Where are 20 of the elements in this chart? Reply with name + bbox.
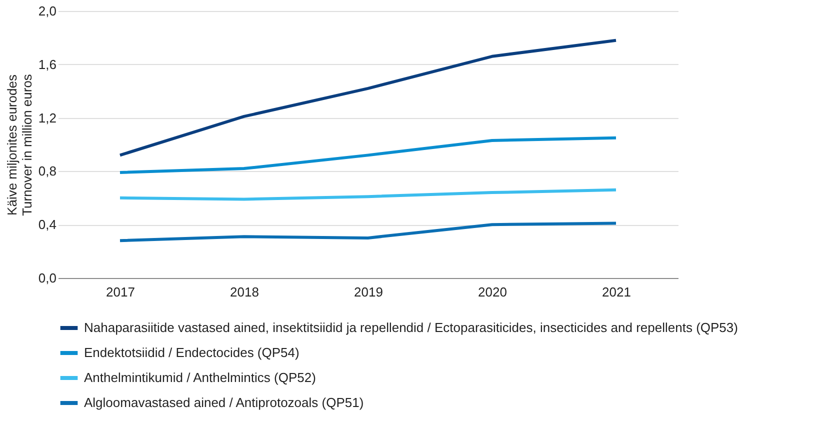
y-tick-label: 0,0 — [38, 270, 56, 286]
x-tick-label: 2017 — [106, 284, 135, 300]
y-tick-label: 1,2 — [38, 110, 56, 126]
line-series — [118, 136, 618, 174]
legend-label: Endektotsiidid / Endectocides (QP54) — [84, 345, 300, 360]
y-tick-label: 1,6 — [38, 56, 56, 72]
y-tick-label: 0,4 — [38, 217, 56, 232]
y-tick-label: 2,0 — [38, 4, 56, 18]
line-series — [118, 222, 618, 242]
legend-label: Nahaparasiitide vastased ained, insektitsiidid ja repellendid / Ectoparasiticides, insecticides and repellents (QP53) — [84, 320, 738, 335]
y-axis-title: Käive miljonites eurodes Turnover in million euros — [4, 74, 34, 216]
x-tick-label: 2020 — [478, 284, 507, 300]
legend-label: Algloomavastased ained / Antiprotozoals (QP51) — [84, 395, 364, 410]
legend-label: Anthelmintikumid / Anthelmintics (QP52) — [84, 370, 316, 385]
x-tick-label: 2019 — [354, 284, 383, 300]
line-series — [118, 188, 618, 201]
line-series — [118, 38, 618, 157]
x-tick-label: 2021 — [602, 284, 631, 300]
x-tick-label: 2018 — [230, 284, 259, 300]
y-tick-label: 0,8 — [38, 164, 56, 179]
